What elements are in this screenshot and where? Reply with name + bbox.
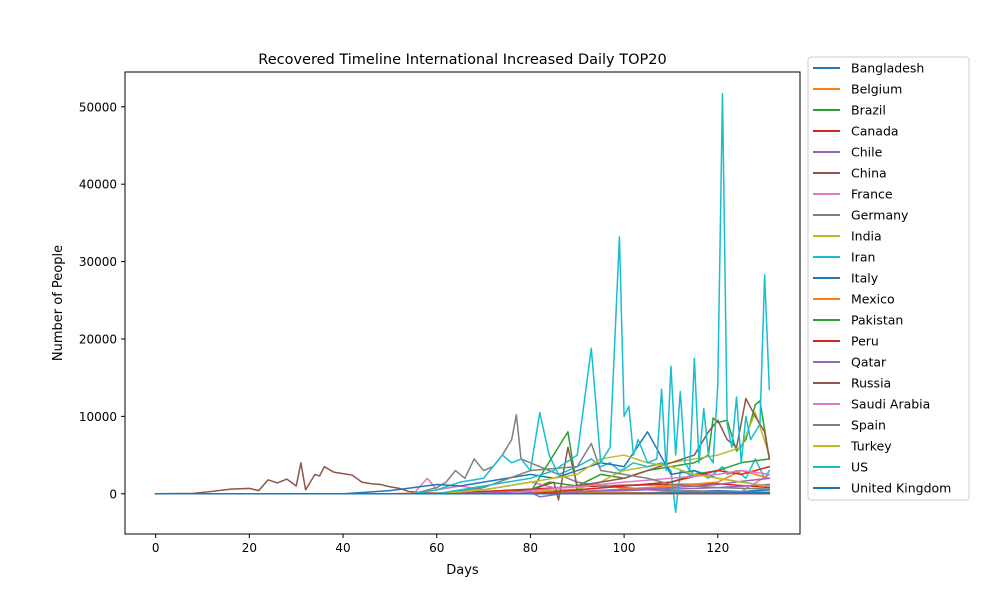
series-line-saudi-arabia — [154, 469, 771, 495]
y-tick-label: 30000 — [79, 255, 117, 269]
chart-title: Recovered Timeline International Increas… — [258, 52, 666, 68]
x-tick-label: 0 — [152, 541, 160, 555]
legend-label: US — [851, 460, 868, 475]
legend: Bangladesh Belgium Brazil Canada Chile China F… — [807, 56, 970, 501]
legend-label: Canada — [851, 124, 899, 139]
series-line-russia — [154, 397, 771, 501]
y-tick-label: 50000 — [79, 100, 117, 114]
series-line-spain — [154, 442, 771, 495]
legend-label: Spain — [851, 418, 886, 433]
legend-label: Russia — [851, 376, 891, 391]
legend-label: Saudi Arabia — [851, 397, 930, 412]
legend-label: United Kingdom — [851, 481, 951, 496]
legend-label: Brazil — [851, 103, 886, 118]
legend-label: Germany — [851, 208, 909, 223]
plot-frame — [124, 71, 801, 535]
x-tick-label: 120 — [706, 541, 729, 555]
legend-label: Turkey — [850, 439, 892, 454]
y-tick-label: 20000 — [79, 332, 117, 346]
x-axis-label: Days — [446, 563, 479, 578]
series-line-italy — [154, 431, 771, 495]
legend-label: Italy — [851, 271, 879, 286]
x-tick-label: 40 — [335, 541, 350, 555]
legend-label: Bangladesh — [851, 61, 924, 76]
legend-label: Peru — [851, 334, 879, 349]
x-tick-label: 100 — [613, 541, 636, 555]
series-line-us — [154, 92, 771, 495]
series-line-united-kingdom — [154, 491, 771, 495]
legend-frame — [807, 56, 970, 501]
x-tick-label: 60 — [429, 541, 444, 555]
legend-label: China — [851, 166, 887, 181]
series-line-turkey — [154, 454, 771, 495]
legend-label: Qatar — [851, 355, 887, 370]
x-tick-label: 20 — [242, 541, 257, 555]
y-ticks: 0 10000 20000 30000 40000 50000 — [79, 100, 125, 501]
legend-label: Pakistan — [851, 313, 903, 328]
y-tick-label: 0 — [109, 487, 117, 501]
legend-label: India — [851, 229, 882, 244]
legend-label: Chile — [851, 145, 883, 160]
legend-label: Belgium — [851, 82, 902, 97]
y-tick-label: 40000 — [79, 178, 117, 192]
y-axis-label: Number of People — [51, 245, 66, 361]
y-tick-label: 10000 — [79, 410, 117, 424]
series-layer — [154, 92, 771, 514]
x-ticks: 0 20 40 60 80 100 120 — [152, 534, 729, 555]
legend-label: France — [851, 187, 893, 202]
legend-label: Iran — [851, 250, 875, 265]
legend-label: Mexico — [851, 292, 895, 307]
x-tick-label: 80 — [523, 541, 538, 555]
